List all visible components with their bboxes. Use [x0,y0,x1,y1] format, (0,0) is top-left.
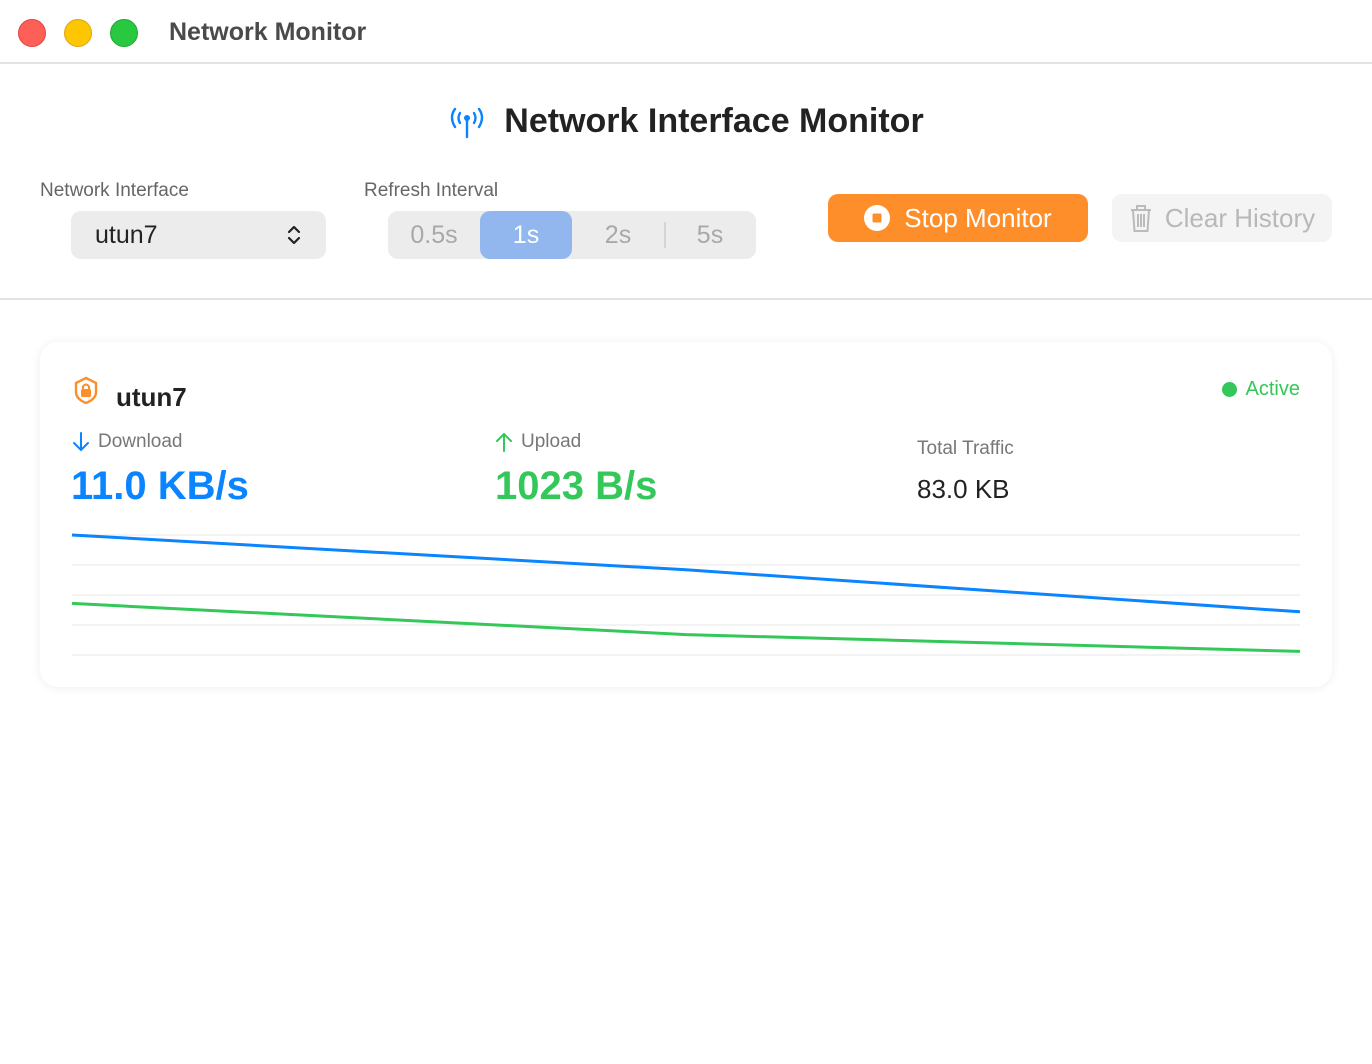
status-dot-icon [1221,382,1237,397]
title-bar: Network Monitor [0,0,1372,64]
status-badge: Active [1221,378,1300,401]
total-traffic-value: 83.0 KB [917,474,1010,504]
download-rate: 11.0 KB/s [71,464,249,508]
vpn-shield-lock-icon [74,376,98,404]
antenna-icon [451,107,484,138]
refresh-interval-control: 0.5s 1s 2s 5s [388,211,756,259]
refresh-option-2s[interactable]: 2s [604,220,632,249]
clear-history-label: Clear History [1164,202,1316,233]
upload-label: Upload [521,431,582,452]
window-title: Network Monitor [169,18,367,46]
arrow-down-icon [73,432,89,452]
stop-circle-icon [864,205,891,231]
upload-series-line [71,601,1301,653]
interface-name: utun7 [116,382,187,412]
page-title: Network Interface Monitor [504,102,924,140]
arrow-up-icon [496,432,512,452]
refresh-label: Refresh Interval [364,180,499,201]
download-series-line [71,533,1301,614]
upload-rate: 1023 B/s [495,464,658,508]
header-panel [0,64,1372,300]
refresh-option-0.5s[interactable]: 0.5s [410,220,458,249]
download-label-row: Download [72,431,183,453]
interface-card: utun7 Active Download 11.0 KB/s Upload 1… [40,342,1332,687]
refresh-option-1s[interactable]: 1s [480,211,572,259]
refresh-option-5s[interactable]: 5s [696,220,724,249]
status-text: Active [1245,378,1300,400]
upload-label-row: Upload [495,431,581,453]
download-label: Download [98,431,183,452]
page-title-row: Network Interface Monitor [0,102,1372,141]
interface-value: utun7 [95,220,158,249]
stop-monitor-label: Stop Monitor [904,202,1052,233]
zoom-button[interactable] [110,19,138,47]
trash-icon [1130,205,1151,232]
chevron-updown-icon [287,225,301,245]
interface-select[interactable]: utun7 [71,211,326,259]
segment-divider [664,222,666,248]
traffic-chart [71,533,1301,656]
clear-history-button[interactable]: Clear History [1112,194,1332,242]
minimize-button[interactable] [64,19,92,47]
close-button[interactable] [18,19,46,47]
stop-monitor-button[interactable]: Stop Monitor [828,194,1088,242]
interface-label: Network Interface [40,180,189,201]
total-traffic-label: Total Traffic [917,438,1014,459]
